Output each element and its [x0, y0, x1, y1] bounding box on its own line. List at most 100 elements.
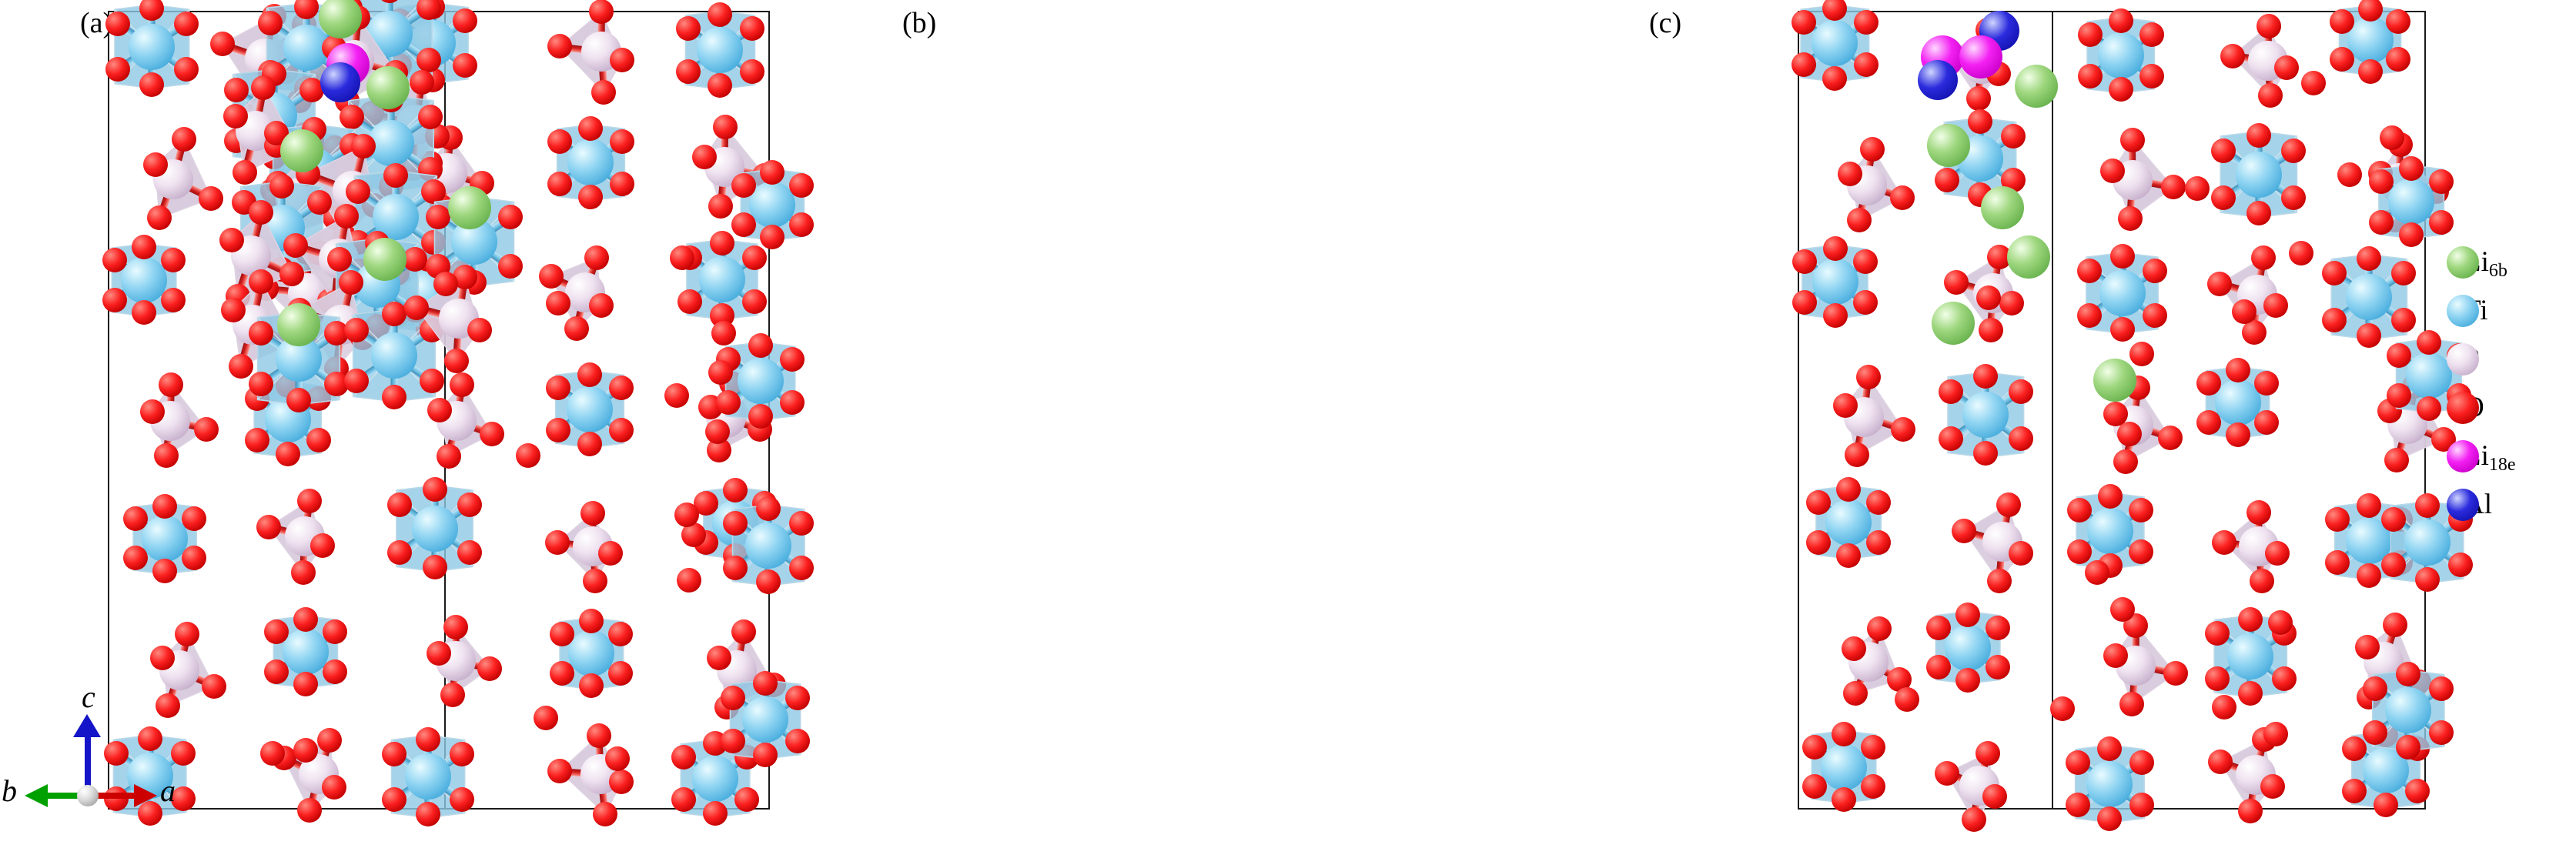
- atom-O: [692, 145, 718, 170]
- atom-O: [564, 316, 589, 342]
- atom-O: [608, 418, 634, 443]
- legend-item-Ti: Ti: [2447, 294, 2488, 327]
- atom-O: [550, 621, 575, 646]
- atom-O: [123, 506, 149, 532]
- atom-O: [578, 115, 604, 141]
- atom-O: [550, 660, 575, 686]
- atom-Ti: [411, 505, 458, 552]
- atom-O: [293, 606, 318, 632]
- legend-item-Li6b: Li6b: [2447, 245, 2507, 280]
- atom-O: [171, 786, 196, 811]
- atom-O: [102, 287, 127, 312]
- atom-O: [676, 59, 701, 85]
- atom-O: [181, 546, 206, 571]
- atom-O: [547, 171, 573, 196]
- atom-O: [739, 16, 764, 42]
- atom-O: [742, 245, 768, 270]
- atom-O: [583, 569, 608, 594]
- atom-O: [608, 376, 634, 401]
- atom-O: [123, 546, 149, 571]
- sphere-icon: [2447, 294, 2479, 327]
- atom-O: [147, 205, 172, 231]
- atom-Al: [320, 62, 360, 102]
- sphere-icon: [2447, 245, 2479, 279]
- atom-O: [199, 185, 224, 211]
- atom-O: [139, 399, 165, 424]
- atom-Ti: [282, 629, 329, 676]
- atom-O: [137, 726, 162, 752]
- atom-O: [546, 376, 571, 401]
- atom-O: [173, 57, 199, 82]
- atom-O: [181, 506, 206, 532]
- atom-O: [579, 609, 604, 634]
- atom-O: [450, 372, 475, 398]
- atom-Li6b: [363, 238, 406, 281]
- atom-O: [263, 659, 289, 684]
- atom-O: [443, 614, 468, 639]
- legend-item-O: O: [2447, 391, 2484, 424]
- atom-O: [608, 660, 634, 686]
- atom-O: [132, 235, 157, 260]
- atom-O: [323, 659, 348, 684]
- atom-O: [457, 492, 483, 517]
- atom-O: [159, 372, 184, 397]
- axis-b-label: b: [2, 773, 17, 808]
- atom-O: [153, 443, 179, 469]
- cation-layer: [1632, 0, 2576, 848]
- atom-O: [173, 11, 199, 36]
- axis-c-arrow: [73, 714, 101, 737]
- legend-item-P: P: [2447, 342, 2480, 376]
- atom-O: [589, 0, 614, 25]
- atom-Li6b: [319, 0, 362, 38]
- atom-O: [710, 231, 735, 256]
- atom-O: [293, 672, 318, 697]
- atom-O: [104, 741, 129, 766]
- atom-O: [538, 264, 564, 289]
- atom-O: [609, 129, 634, 155]
- atom-O: [739, 59, 764, 85]
- atom-O: [323, 619, 348, 645]
- atom-O: [161, 248, 186, 272]
- atom-O: [171, 741, 196, 766]
- axis-origin-sphere: [77, 785, 99, 806]
- atom-O: [608, 621, 634, 646]
- atom-O: [105, 11, 130, 36]
- panel-b: (b): [862, 0, 2474, 848]
- atom-O: [297, 488, 323, 513]
- legend-item-Li18e: Li18e: [2447, 439, 2516, 474]
- atom-O: [580, 500, 605, 526]
- atom-O: [609, 171, 634, 196]
- atom-O: [676, 16, 701, 42]
- panel-a: (a): [0, 0, 862, 848]
- axis-a-line: [92, 793, 137, 799]
- atom-O: [150, 645, 176, 670]
- atom-O: [742, 289, 768, 314]
- panel-c: (c): [1632, 0, 2402, 848]
- atom-O: [102, 248, 127, 272]
- atom-O: [275, 441, 300, 466]
- sphere-icon: [2447, 488, 2479, 521]
- axis-b-arrow: [25, 784, 48, 807]
- axis-c-label: c: [82, 679, 95, 714]
- atom-Ti: [568, 630, 615, 677]
- atom-O: [105, 57, 130, 82]
- atom-Ti: [699, 256, 746, 303]
- atom-O: [193, 416, 219, 442]
- atom-O: [589, 293, 614, 319]
- atom-O: [453, 8, 478, 34]
- atom-O: [479, 421, 504, 446]
- atom-O: [244, 428, 269, 453]
- atom-O: [171, 127, 196, 152]
- atom-O: [306, 428, 331, 453]
- atom-O: [310, 533, 336, 559]
- atom-O: [610, 47, 634, 72]
- atom-O: [201, 673, 226, 699]
- atom-Ti: [566, 386, 613, 432]
- atom-O: [422, 555, 447, 580]
- atom-O: [290, 559, 316, 585]
- atom-O: [422, 477, 447, 502]
- atom-Ti: [567, 139, 614, 186]
- atom-O: [584, 245, 610, 271]
- atom-Li6b: [280, 129, 323, 172]
- atom-O: [457, 539, 483, 565]
